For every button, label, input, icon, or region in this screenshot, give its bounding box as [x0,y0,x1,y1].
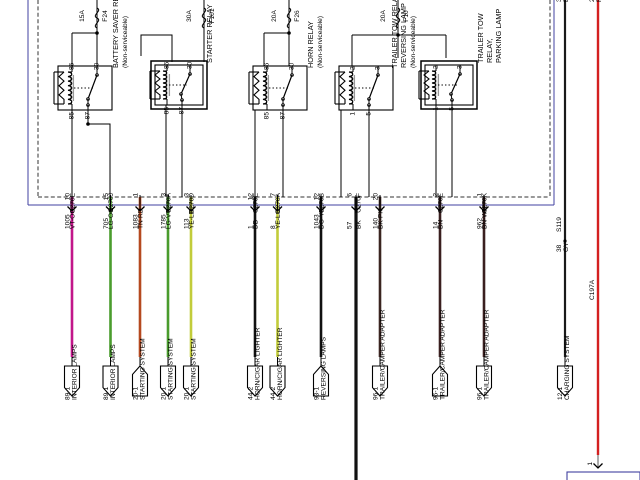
svg-text:96-1: 96-1 [373,386,380,400]
svg-text:BK-OG: BK-OG [563,0,570,2]
svg-text:C270F: C270F [356,193,363,213]
svg-text:DB: DB [253,219,260,229]
svg-text:TRAILER TOW: TRAILER TOW [476,13,485,63]
svg-text:1: 1 [587,462,594,466]
svg-text:HORN RELAY: HORN RELAY [306,21,315,68]
svg-text:PARKING LAMP: PARKING LAMP [494,9,503,63]
svg-text:57: 57 [347,221,354,229]
svg-text:C270E: C270E [253,192,260,213]
svg-text:REVERSING LAMPS: REVERSING LAMPS [321,336,328,400]
svg-text:YE-LB: YE-LB [189,209,196,229]
svg-text:STARTER RELAY: STARTER RELAY [205,4,214,63]
svg-text:2: 2 [350,66,357,70]
svg-text:STARTING SYSTEM: STARTING SYSTEM [140,338,147,400]
svg-text:38: 38 [556,244,563,252]
svg-text:INTERIOR LAMPS: INTERIOR LAMPS [110,344,117,400]
svg-text:RELAY,: RELAY, [485,39,494,63]
svg-text:30: 30 [94,62,101,70]
svg-text:(Non-serviceable): (Non-serviceable) [410,16,417,68]
svg-text:20A: 20A [380,10,387,22]
svg-text:2: 2 [433,65,440,69]
svg-text:BK: BK [356,220,363,229]
svg-text:89-1: 89-1 [103,386,110,400]
svg-text:LG-VT: LG-VT [166,210,173,229]
svg-text:1: 1 [133,193,140,197]
svg-text:TRAILER/CAMPER ADAPTER: TRAILER/CAMPER ADAPTER [440,309,447,400]
svg-text:CHARGING SYSTEM: CHARGING SYSTEM [564,336,571,400]
svg-text:INTERIOR LAMPS: INTERIOR LAMPS [72,344,79,400]
svg-text:20-1: 20-1 [133,386,140,400]
svg-text:44-2: 44-2 [248,386,255,400]
svg-text:89-1: 89-1 [65,386,72,400]
svg-text:30A: 30A [186,10,193,22]
svg-text:F26: F26 [294,10,301,22]
svg-text:96-1: 96-1 [477,386,484,400]
svg-text:15A: 15A [79,10,86,22]
svg-text:85: 85 [164,107,171,115]
svg-text:38: 38 [556,0,563,2]
svg-text:30: 30 [289,62,296,70]
svg-text:BN: BN [438,220,445,229]
svg-text:20-1: 20-1 [184,386,191,400]
svg-text:86: 86 [69,62,76,70]
svg-text:STARTING SYSTEM: STARTING SYSTEM [168,338,175,400]
svg-text:DG-YE: DG-YE [319,208,326,229]
svg-text:TN-RD: TN-RD [138,208,145,229]
svg-text:44-2: 44-2 [270,386,277,400]
svg-text:6: 6 [347,193,354,197]
svg-text:20: 20 [373,193,380,201]
svg-text:12-1: 12-1 [557,386,564,400]
svg-text:TRAILER/CAMPER ADAPTER: TRAILER/CAMPER ADAPTER [380,309,387,400]
svg-text:(Non-serviceable): (Non-serviceable) [122,16,129,68]
svg-text:(Non-serviceable): (Non-serviceable) [317,16,324,68]
svg-text:96-1: 96-1 [433,386,440,400]
svg-text:85: 85 [264,112,271,120]
svg-text:BN-WH: BN-WH [482,206,489,229]
svg-text:20A: 20A [271,10,278,22]
svg-text:RD: RD [596,0,603,2]
svg-text:3: 3 [375,66,382,70]
svg-text:BK-PK: BK-PK [378,209,385,229]
svg-text:F24: F24 [102,10,109,22]
svg-text:S119: S119 [556,217,563,232]
svg-text:C270E: C270E [438,192,445,213]
svg-text:3: 3 [457,65,464,69]
svg-text:C197A: C197A [589,279,596,300]
svg-text:YE-LG: YE-LG [275,209,282,229]
svg-text:STARTING SYSTEM: STARTING SYSTEM [191,338,198,400]
svg-text:86: 86 [264,62,271,70]
svg-text:1: 1 [350,112,357,116]
svg-text:2037: 2037 [589,0,596,2]
svg-text:TRAILER/CAMPER ADAPTER: TRAILER/CAMPER ADAPTER [484,309,491,400]
svg-text:GY: GY [563,242,570,252]
svg-text:93-1: 93-1 [314,386,321,400]
svg-text:VT-OG: VT-OG [70,208,77,229]
svg-text:LG-OG: LG-OG [108,208,115,229]
svg-text:TRAILER TOW RELAY,: TRAILER TOW RELAY, [390,0,399,68]
svg-text:HORN/CIGAR LIGHTER: HORN/CIGAR LIGHTER [255,327,262,400]
svg-text:REVERSING LAMP: REVERSING LAMP [399,3,408,68]
svg-text:HORN/CIGAR LIGHTER: HORN/CIGAR LIGHTER [277,327,284,400]
svg-text:20-1: 20-1 [161,386,168,400]
svg-text:86: 86 [164,61,171,69]
svg-text:30: 30 [187,61,194,69]
svg-text:BATTERY SAVER RELAY: BATTERY SAVER RELAY [111,0,120,68]
